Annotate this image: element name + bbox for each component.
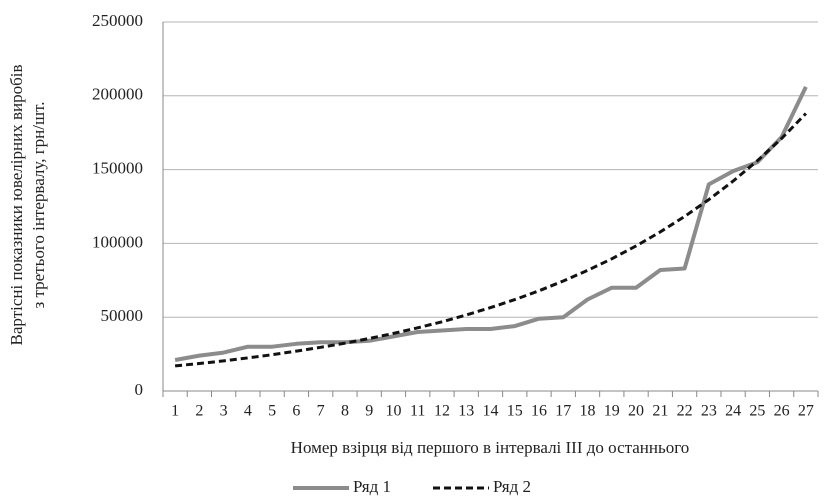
x-tick-label: 11 [410,403,425,420]
x-tick-label: 27 [798,403,814,420]
y-tick-label: 200000 [92,85,143,104]
x-tick-label: 7 [317,403,325,420]
series-line [174,86,808,362]
y-tick-label: 250000 [92,11,143,30]
legend-label: Ряд 1 [353,477,391,496]
series-line [174,112,807,368]
x-tick-label: 4 [244,403,252,420]
x-tick-label: 14 [483,403,499,420]
y-tick-label: 150000 [92,159,143,178]
x-tick-label: 3 [220,403,228,420]
x-tick-label: 6 [292,403,300,420]
y-tick-label: 50000 [101,306,144,325]
x-tick-label: 24 [725,403,741,420]
x-tick-label: 18 [580,403,596,420]
x-tick-label: 21 [652,403,668,420]
x-tick-label: 9 [365,403,373,420]
y-tick-label: 0 [135,380,144,399]
x-tick-label: 15 [507,403,523,420]
x-tick-label: 12 [434,403,450,420]
x-axis-label: Номер взірця від першого в інтервалі ІІІ… [291,438,690,457]
x-tick-label: 2 [195,403,203,420]
x-tick-label: 20 [628,403,644,420]
x-tick-label: 17 [555,403,571,420]
x-tick-label: 22 [677,403,693,420]
x-tick-label: 1 [171,403,179,420]
y-axis-label: з третього інтервалу, грн/шт. [29,102,48,309]
x-tick-label: 26 [774,403,790,420]
x-tick-label: 19 [604,403,620,420]
x-tick-label: 8 [341,403,349,420]
legend-label: Ряд 2 [493,477,531,496]
x-tick-label: 23 [701,403,717,420]
y-tick-label: 100000 [92,232,143,251]
x-tick-label: 13 [458,403,474,420]
y-axis-label: Вартісні показники ювелірних виробів [7,65,26,346]
x-tick-label: 10 [385,403,401,420]
x-tick-label: 25 [749,403,765,420]
x-tick-label: 16 [531,403,547,420]
x-tick-label: 5 [268,403,276,420]
